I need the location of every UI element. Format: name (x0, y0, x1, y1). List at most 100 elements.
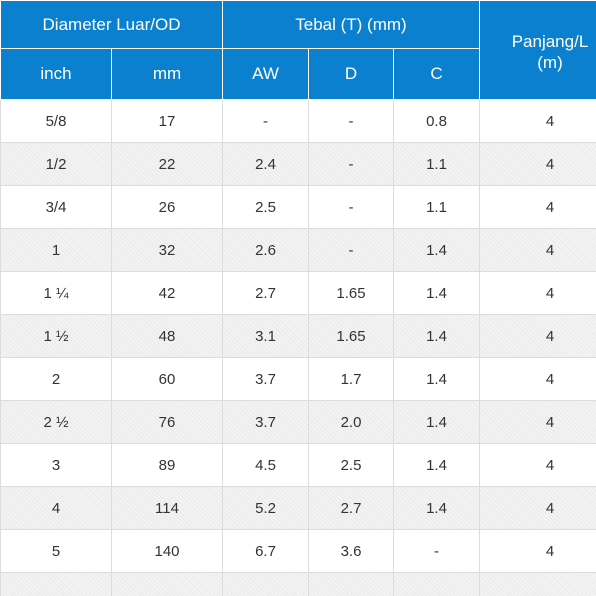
cell-aw (222, 572, 309, 596)
cell-panjang: 4 (479, 529, 596, 573)
table-row: 1/2 22 2.4 - 1.1 4 (0, 142, 596, 186)
cell-aw: - (222, 99, 309, 143)
table-row: 5/8 17 - - 0.8 4 (0, 99, 596, 143)
cell-d: 2.5 (308, 443, 394, 487)
cell-mm: 60 (111, 357, 223, 401)
table-row: 2 60 3.7 1.7 1.4 4 (0, 357, 596, 401)
cell-c: 1.1 (393, 185, 480, 229)
cell-c: 1.4 (393, 443, 480, 487)
cell-panjang: 4 (479, 99, 596, 143)
cell-c: 1.4 (393, 271, 480, 315)
cell-inch: 4 (0, 486, 112, 530)
header-mm: mm (111, 48, 223, 100)
cell-inch: 3 (0, 443, 112, 487)
cell-mm: 89 (111, 443, 223, 487)
cell-d: 1.65 (308, 271, 394, 315)
cell-c: 0.8 (393, 99, 480, 143)
cell-inch (0, 572, 112, 596)
table-header: Diameter Luar/OD Tebal (T) (mm) Panjang/… (0, 0, 596, 100)
table-row: 2 ½ 76 3.7 2.0 1.4 4 (0, 400, 596, 444)
cell-d: - (308, 185, 394, 229)
table-row (0, 572, 596, 596)
cell-aw: 2.7 (222, 271, 309, 315)
cell-c: 1.4 (393, 486, 480, 530)
cell-aw: 3.7 (222, 357, 309, 401)
cell-aw: 3.7 (222, 400, 309, 444)
table-row: 1 ½ 48 3.1 1.65 1.4 4 (0, 314, 596, 358)
cell-inch: 5/8 (0, 99, 112, 143)
header-d: D (308, 48, 394, 100)
cell-inch: 5 (0, 529, 112, 573)
cell-aw: 3.1 (222, 314, 309, 358)
cell-c: 1.4 (393, 400, 480, 444)
cell-aw: 2.4 (222, 142, 309, 186)
cell-panjang (479, 572, 596, 596)
cell-mm: 17 (111, 99, 223, 143)
cell-aw: 4.5 (222, 443, 309, 487)
cell-d: - (308, 99, 394, 143)
cell-c: - (393, 529, 480, 573)
cell-c: 1.4 (393, 228, 480, 272)
cell-panjang: 4 (479, 142, 596, 186)
cell-d: 2.7 (308, 486, 394, 530)
cell-inch: 1 (0, 228, 112, 272)
cell-d: 1.7 (308, 357, 394, 401)
cell-mm: 26 (111, 185, 223, 229)
header-row-group: Diameter Luar/OD Tebal (T) (mm) Panjang/… (0, 0, 596, 100)
cell-panjang: 4 (479, 443, 596, 487)
cell-d: 2.0 (308, 400, 394, 444)
cell-panjang: 4 (479, 400, 596, 444)
cell-inch: 2 ½ (0, 400, 112, 444)
cell-panjang: 4 (479, 185, 596, 229)
table-row: 3 89 4.5 2.5 1.4 4 (0, 443, 596, 487)
cell-panjang: 4 (479, 314, 596, 358)
header-tebal: Tebal (T) (mm) (222, 0, 480, 49)
cell-aw: 2.5 (222, 185, 309, 229)
table-row: 4 114 5.2 2.7 1.4 4 (0, 486, 596, 530)
header-inch: inch (0, 48, 112, 100)
cell-d: - (308, 142, 394, 186)
cell-inch: 1 ¼ (0, 271, 112, 315)
header-c: C (393, 48, 480, 100)
cell-d (308, 572, 394, 596)
cell-c (393, 572, 480, 596)
cell-aw: 5.2 (222, 486, 309, 530)
cell-c: 1.4 (393, 314, 480, 358)
cell-mm: 114 (111, 486, 223, 530)
cell-inch: 3/4 (0, 185, 112, 229)
cell-aw: 6.7 (222, 529, 309, 573)
cell-inch: 2 (0, 357, 112, 401)
table-row: 5 140 6.7 3.6 - 4 (0, 529, 596, 573)
header-row-sub: inch mm AW D C (0, 48, 596, 100)
header-panjang: Panjang/L (m) (479, 0, 596, 100)
header-aw: AW (222, 48, 309, 100)
table-row: 1 ¼ 42 2.7 1.65 1.4 4 (0, 271, 596, 315)
cell-panjang: 4 (479, 271, 596, 315)
table-row: 3/4 26 2.5 - 1.1 4 (0, 185, 596, 229)
cell-d: 3.6 (308, 529, 394, 573)
cell-mm: 48 (111, 314, 223, 358)
table-row: 1 32 2.6 - 1.4 4 (0, 228, 596, 272)
cell-aw: 2.6 (222, 228, 309, 272)
cell-mm: 76 (111, 400, 223, 444)
cell-d: - (308, 228, 394, 272)
cell-mm: 32 (111, 228, 223, 272)
header-panjang-line1: Panjang/L (511, 32, 589, 51)
cell-mm: 140 (111, 529, 223, 573)
header-panjang-line2: (m) (537, 53, 563, 72)
cell-d: 1.65 (308, 314, 394, 358)
cell-inch: 1/2 (0, 142, 112, 186)
cell-c: 1.4 (393, 357, 480, 401)
cell-panjang: 4 (479, 228, 596, 272)
cell-mm: 22 (111, 142, 223, 186)
cell-panjang: 4 (479, 486, 596, 530)
cell-c: 1.1 (393, 142, 480, 186)
cell-mm (111, 572, 223, 596)
table-body: 5/8 17 - - 0.8 4 1/2 22 2.4 - 1.1 4 3/4 … (0, 99, 596, 596)
cell-panjang: 4 (479, 357, 596, 401)
cell-inch: 1 ½ (0, 314, 112, 358)
header-diameter: Diameter Luar/OD (0, 0, 223, 49)
cell-mm: 42 (111, 271, 223, 315)
